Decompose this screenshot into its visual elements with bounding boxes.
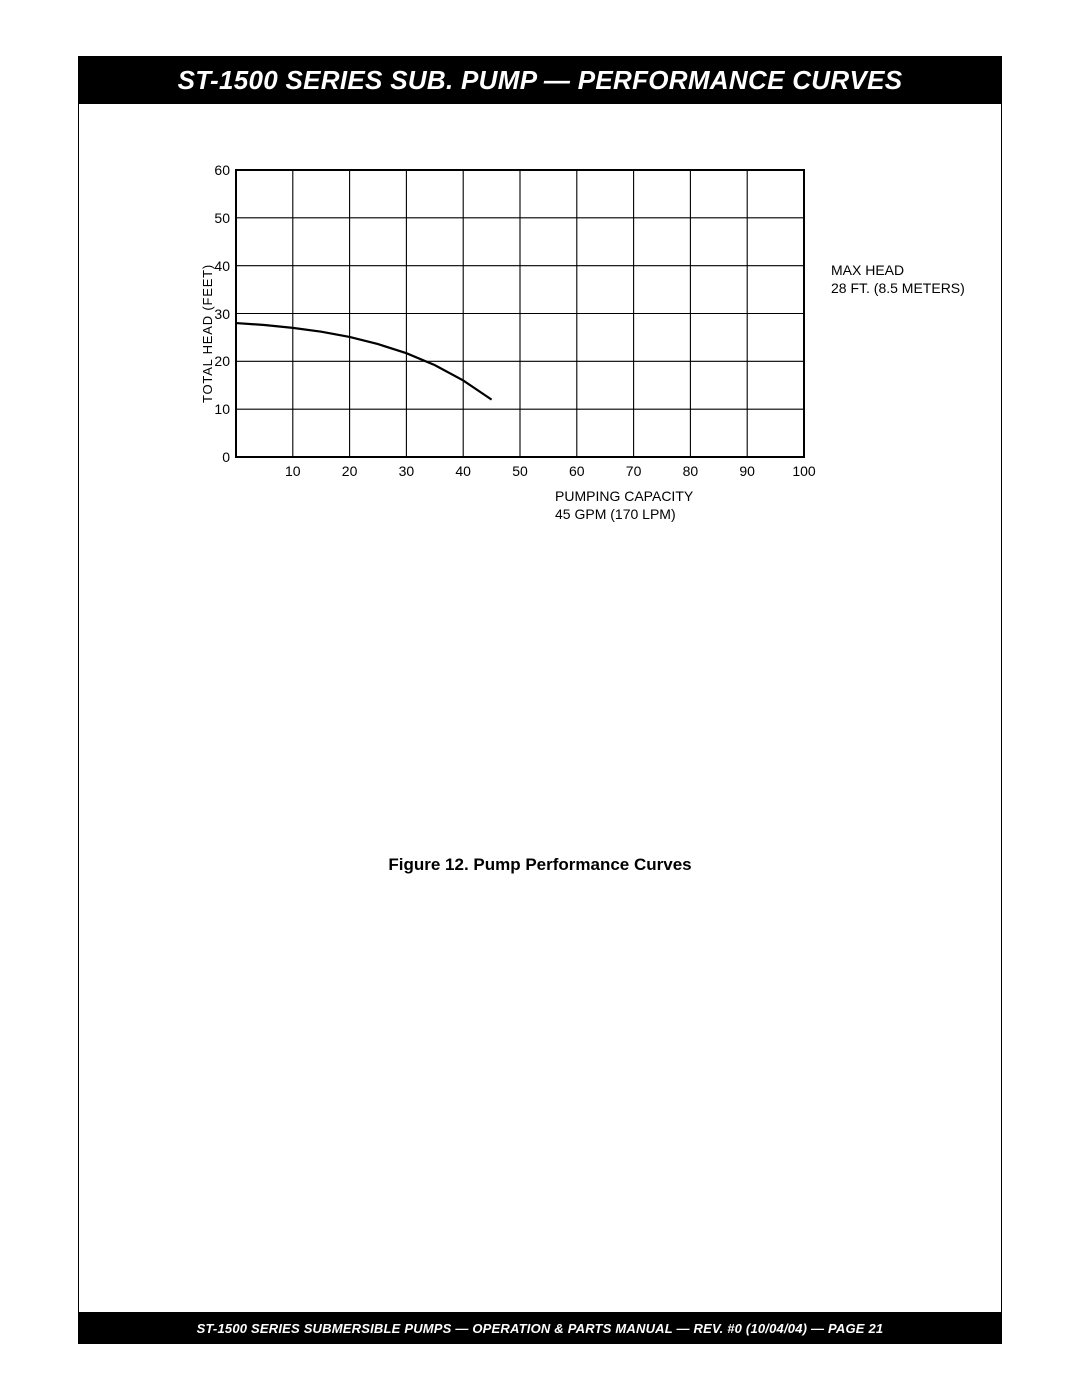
x-tick-label: 90: [730, 463, 764, 479]
max-head-line2: 28 FT. (8.5 METERS): [831, 280, 965, 298]
performance-chart: [0, 0, 1080, 700]
max-head-line1: MAX HEAD: [831, 262, 965, 280]
y-tick-label: 40: [204, 258, 230, 274]
y-tick-label: 10: [204, 401, 230, 417]
y-tick-label: 30: [204, 306, 230, 322]
y-tick-label: 50: [204, 210, 230, 226]
x-tick-label: 50: [503, 463, 537, 479]
x-tick-label: 60: [560, 463, 594, 479]
x-tick-label: 70: [617, 463, 651, 479]
y-tick-label: 60: [204, 162, 230, 178]
figure-caption: Figure 12. Pump Performance Curves: [78, 855, 1002, 875]
y-axis-label: TOTAL HEAD (FEET): [200, 264, 215, 403]
max-head-annotation: MAX HEAD 28 FT. (8.5 METERS): [831, 262, 965, 297]
x-axis-label-line1: PUMPING CAPACITY: [555, 488, 693, 506]
y-tick-label: 20: [204, 353, 230, 369]
x-tick-label: 20: [333, 463, 367, 479]
footer-text: ST-1500 SERIES SUBMERSIBLE PUMPS — OPERA…: [197, 1321, 884, 1336]
footer-bar: ST-1500 SERIES SUBMERSIBLE PUMPS — OPERA…: [78, 1312, 1002, 1344]
x-tick-label: 10: [276, 463, 310, 479]
x-tick-label: 30: [389, 463, 423, 479]
y-tick-label: 0: [204, 449, 230, 465]
x-axis-label-line2: 45 GPM (170 LPM): [555, 506, 693, 524]
x-axis-label: PUMPING CAPACITY 45 GPM (170 LPM): [555, 488, 693, 523]
x-tick-label: 80: [673, 463, 707, 479]
x-tick-label: 40: [446, 463, 480, 479]
x-tick-label: 100: [787, 463, 821, 479]
